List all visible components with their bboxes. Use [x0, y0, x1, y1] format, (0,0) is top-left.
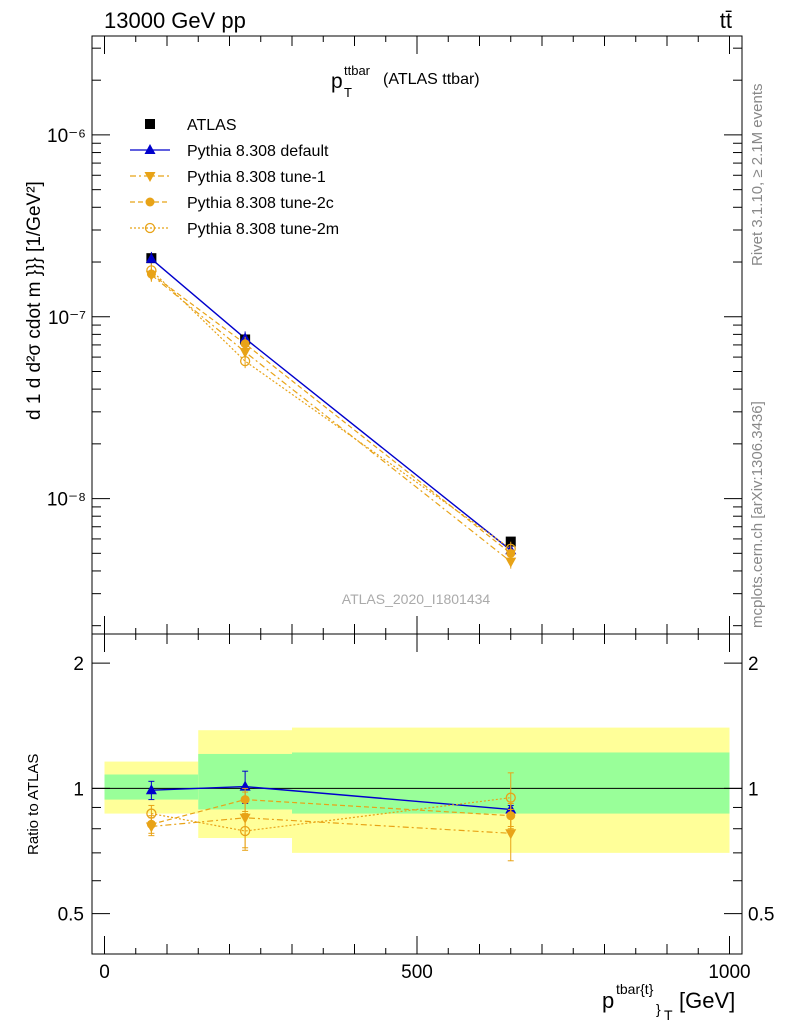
series-point: [239, 355, 251, 367]
legend-label: Pythia 8.308 default: [187, 143, 329, 160]
x-tick-label: 1000: [708, 962, 750, 983]
series-point: [505, 543, 516, 554]
watermark-label: ATLAS_2020_I1801434: [342, 591, 491, 607]
ratio-y-tick-label: 1: [73, 779, 84, 800]
ratio-point: [505, 829, 517, 840]
series-line-1: [150, 258, 512, 551]
legend-label: Pythia 8.308 tune-2m: [187, 221, 339, 238]
x-axis-label-unit: [GeV]: [679, 988, 735, 1013]
plot-title-p: p: [331, 70, 343, 93]
axes: 10⁻⁸ 10⁻⁷ 10⁻⁶ 0.5 0.5 1 1 2 2 0 500 1000: [47, 36, 774, 983]
ratio-y-label: Ratio to ATLAS: [25, 754, 42, 855]
ratio-y-tick-label-right: 1: [748, 779, 759, 800]
x-axis-label-sup: tbar{t}: [616, 981, 654, 997]
main-y-tick-label: 10⁻⁷: [48, 308, 86, 329]
ratio-point: [239, 825, 251, 837]
legend: ATLAS Pythia 8.308 default Pythia 8.308 tu…: [130, 117, 339, 238]
legend-label: Pythia 8.308 tune-2c: [187, 195, 334, 212]
legend-marker: [145, 119, 155, 129]
x-axis-label: p tbar{t} } T [GeV]: [602, 981, 735, 1023]
series-point: [146, 265, 157, 276]
header-left: 13000 GeV pp: [104, 8, 246, 33]
main-y-tick-label: 10⁻⁸: [47, 490, 86, 511]
ratio-y-tick-label: 2: [73, 654, 84, 675]
ratio-point: [146, 808, 157, 819]
legend-marker: [144, 222, 156, 234]
mcplots-label: mcplots.cern.ch [arXiv:1306.3436]: [749, 401, 766, 628]
legend-marker: [145, 197, 155, 207]
legend-label: ATLAS: [187, 117, 237, 134]
legend-marker: [144, 144, 156, 154]
ratio-point: [240, 795, 250, 805]
ratio-point: [145, 784, 157, 795]
plot-title: p ttbar T (ATLAS ttbar): [331, 63, 480, 100]
ratio-point: [505, 792, 516, 803]
legend-marker: [144, 172, 156, 182]
series-point: [145, 252, 157, 263]
ratio-line-3: [151, 797, 511, 832]
series-line-3: [151, 273, 512, 554]
x-tick-label: 500: [401, 962, 433, 983]
x-axis-label-sub: T: [664, 1007, 673, 1023]
x-axis-label-brace: }: [656, 1001, 661, 1017]
header-right: tt̄: [720, 8, 732, 33]
plot-title-rest: (ATLAS ttbar): [383, 71, 480, 88]
ratio-y-tick-label: 0.5: [58, 905, 84, 926]
rivet-label: Rivet 3.1.10, ≥ 2.1M events: [749, 84, 766, 267]
ratio-bands: [92, 727, 742, 853]
series-line-2: [150, 274, 512, 563]
plot-title-sub: T: [344, 85, 352, 100]
x-axis-label-p: p: [602, 988, 614, 1013]
y-axis-label: d 1 d d²σ cdot m }}} [1/GeV²]: [24, 181, 45, 420]
series-point: [239, 347, 251, 358]
plot-title-sup: ttbar: [344, 63, 371, 78]
ratio-content: [145, 770, 517, 862]
main-content: [145, 251, 517, 569]
series-point: [505, 557, 517, 568]
legend-label: Pythia 8.308 tune-1: [187, 169, 326, 186]
main-y-tick-label: 10⁻⁶: [47, 126, 86, 147]
ratio-y-tick-label-right: 0.5: [748, 905, 774, 926]
series-point: [240, 339, 250, 349]
x-tick-label: 0: [99, 962, 110, 983]
atlas-point: [505, 536, 516, 547]
ratio-y-tick-label-right: 2: [748, 654, 759, 675]
